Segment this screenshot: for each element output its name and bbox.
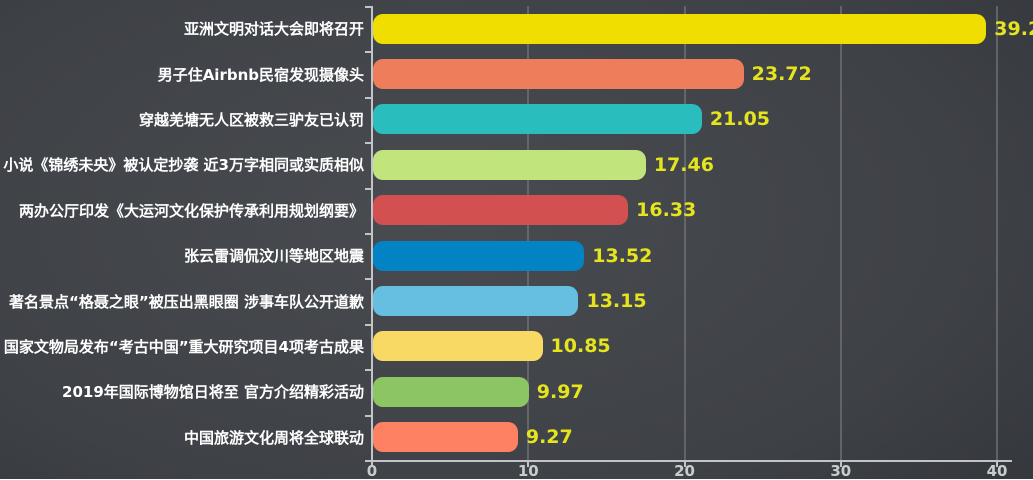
y-axis-tick [365,96,371,99]
bar[interactable] [373,240,585,271]
y-axis-tick [365,51,371,54]
bar-row: 穿越羌塘无人区被救三驴友已认罚 21.05 [0,97,1033,142]
bar-row: 国家文物局发布“考古中国”重大研究项目4项考古成果 10.85 [0,324,1033,369]
category-label: 中国旅游文化周将全球联动 [183,428,364,447]
y-axis-tick [365,460,371,462]
bar[interactable] [373,59,744,90]
value-label: 17.46 [653,153,714,176]
bar-row: 亚洲文明对话大会即将召开 39.25 [0,6,1033,51]
bar[interactable] [373,104,702,135]
gridline [839,6,842,460]
gridline [527,6,530,460]
bar[interactable] [373,13,987,44]
gridline [996,6,998,460]
y-axis-tick [365,278,371,281]
category-label: 男子住Airbnb民宿发现摄像头 [157,65,364,84]
category-label: 亚洲文明对话大会即将召开 [183,20,364,39]
x-tick-label: 10 [517,462,539,480]
x-axis [371,460,1012,462]
x-tick-label: 40 [986,462,1008,480]
value-label: 13.52 [592,244,653,267]
value-label: 9.97 [536,380,584,403]
gridline [683,6,686,460]
bar-row: 小说《锦绣未央》被认定抄袭 近3万字相同或实质相似 17.46 [0,142,1033,187]
category-label: 张云雷调侃汶川等地区地震 [183,247,364,266]
x-tick-label: 0 [366,462,378,480]
category-label: 两办公厅印发《大运河文化保护传承利用规划纲要》 [18,201,364,220]
value-label: 39.25 [994,17,1033,40]
bar-row: 著名景点“格聂之眼”被压出黑眼圈 涉事车队公开道歉 13.15 [0,278,1033,323]
bar[interactable] [373,195,629,226]
bar[interactable] [373,376,529,407]
category-label: 2019年国际博物馆日将至 官方介绍精彩活动 [62,383,364,402]
category-label: 小说《锦绣未央》被认定抄袭 近3万字相同或实质相似 [3,156,364,175]
bar[interactable] [373,331,543,362]
value-label: 21.05 [709,108,771,131]
bar-row: 张云雷调侃汶川等地区地震 13.52 [0,233,1033,278]
category-label: 著名景点“格聂之眼”被压出黑眼圈 涉事车队公开道歉 [9,292,364,311]
x-axis-tick [996,462,998,467]
value-label: 10.85 [550,335,611,358]
value-label: 23.72 [751,63,812,86]
bar-row: 两办公厅印发《大运河文化保护传承利用规划纲要》 16.33 [0,188,1033,233]
bar[interactable] [373,286,579,317]
value-label: 16.33 [636,199,697,222]
y-axis-tick [365,142,371,145]
value-label: 13.15 [586,290,647,313]
x-axis-tick [683,462,686,467]
y-axis-tick [365,233,371,235]
category-label: 国家文物局发布“考古中国”重大研究项目4项考古成果 [3,337,364,356]
bar[interactable] [373,149,646,180]
x-axis-tick [527,462,530,467]
y-axis [371,6,373,462]
y-axis-tick [365,6,371,8]
bar[interactable] [373,422,518,453]
bar-row: 中国旅游文化周将全球联动 9.27 [0,415,1033,460]
bar-row: 男子住Airbnb民宿发现摄像头 23.72 [0,51,1033,96]
y-axis-tick [365,323,371,326]
x-tick-label: 20 [674,462,695,480]
x-axis-tick [839,462,842,467]
x-axis-tick [371,462,373,467]
y-axis-tick [365,414,371,417]
value-label: 9.27 [525,426,573,449]
category-label: 穿越羌塘无人区被救三驴友已认罚 [138,110,364,129]
y-axis-tick [365,187,371,190]
x-tick-label: 30 [830,462,852,480]
y-axis-tick [365,369,371,372]
bar-row: 2019年国际博物馆日将至 官方介绍精彩活动 9.97 [0,369,1033,414]
